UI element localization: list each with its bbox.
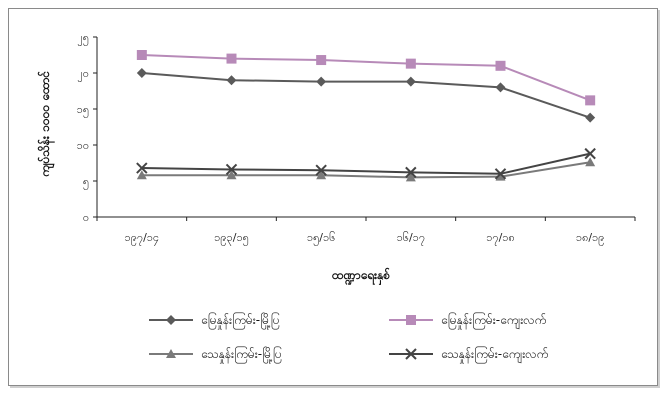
x-tick-label: ၁၆/၁၇: [397, 231, 425, 246]
data-point: [316, 55, 327, 66]
legend-item-1: မြေနှုန်းကြမ်း-မြို့ပြ: [149, 311, 280, 330]
x-marker-stroke: [405, 166, 417, 179]
series-line: [141, 152, 591, 175]
legend-label: မြေနှုန်းကြမ်း-မြို့ပြ: [201, 311, 280, 330]
series-1: [136, 68, 596, 123]
data-point: [495, 171, 506, 181]
legend-label: မြေနှုန်းကြမ်း-ကျေးလက်: [441, 311, 546, 330]
data-point: [584, 147, 596, 160]
data-point: [405, 58, 416, 69]
y-axis-title: ကျပ်သိန်း ၁၀၀၀ ထောင်: [36, 71, 56, 179]
data-point: [405, 166, 417, 179]
series-line: [141, 54, 591, 102]
legend-label: သေနှုန်းကြမ်း-ကျေးလက်: [441, 345, 548, 364]
data-point: [585, 157, 596, 167]
x-marker-stroke: [494, 168, 507, 180]
y-tick-label: ၁၀: [77, 139, 89, 152]
y-tick-label: ၂၅: [77, 31, 89, 46]
series-layer: [136, 50, 596, 182]
legend: မြေနှုန်းကြမ်း-မြို့ပြ မြေနှုန်းကြမ်း-ကျေ…: [149, 311, 548, 364]
y-tick-label: ၁၅: [77, 103, 89, 118]
series-3: [136, 157, 596, 182]
legend-item-3: သေနှုန်းကြမ်း-မြို့ပြ: [149, 345, 282, 364]
x-marker-stroke: [405, 348, 417, 360]
data-point: [315, 164, 327, 176]
data-point: [495, 60, 506, 71]
legend-label: သေနှုန်းကြမ်း-မြို့ပြ: [201, 345, 282, 364]
x-tick-label: ၁၅/၁၆: [307, 231, 335, 246]
data-point: [226, 53, 237, 64]
x-marker-stroke: [315, 164, 327, 176]
legend-marker: [406, 315, 416, 325]
data-point: [585, 112, 596, 123]
x-marker-stroke: [584, 147, 596, 160]
data-point: [136, 162, 148, 174]
x-marker-stroke: [225, 163, 238, 176]
series-line: [141, 72, 591, 119]
legend-marker: [166, 315, 176, 325]
legend-marker: [166, 349, 176, 358]
x-marker-stroke: [136, 162, 148, 174]
x-tick-label: ၁၈/၁၉: [576, 231, 605, 246]
data-point: [405, 76, 416, 87]
chart-frame: ၀ ၅ ၁၀ ၁၅ ၂၀ ၂၅၁၉၇/၁၄ ၁၉၃/၁၅ ၁၅/၁၆ ၁၆/၁၇ ၁၇/၁၈ ၁၈/…: [8, 8, 658, 386]
x-tick-label: ၁၇/၁၈: [486, 231, 515, 246]
y-tick-label: ၅: [83, 175, 89, 190]
series-line: [141, 161, 591, 179]
data-point: [494, 168, 507, 180]
legend-item-4: သေနှုန်းကြမ်း-ကျေးလက်: [389, 345, 548, 364]
data-point: [585, 95, 596, 106]
data-point: [136, 170, 147, 180]
data-point: [316, 76, 327, 87]
y-tick-label: ၀: [83, 211, 89, 224]
x-axis-title: ထဏ္ဍာရေးနှစ်: [331, 266, 390, 286]
data-point: [316, 170, 327, 180]
x-tick-label: ၁၉၃/၁၅: [214, 231, 249, 246]
series-4: [136, 147, 596, 180]
data-point: [226, 170, 237, 180]
data-point: [225, 163, 238, 176]
data-point: [136, 68, 147, 78]
data-point: [405, 172, 416, 182]
x-tick-label: ၁၉၇/၁၄: [125, 231, 160, 246]
data-point: [136, 50, 147, 60]
legend-item-2: မြေနှုန်းကြမ်း-ကျေးလက်: [389, 311, 546, 330]
legend-marker: [405, 348, 417, 360]
y-tick-label: ၂၀: [77, 67, 89, 82]
data-point: [226, 75, 237, 86]
series-2: [136, 50, 596, 106]
data-point: [495, 82, 506, 93]
